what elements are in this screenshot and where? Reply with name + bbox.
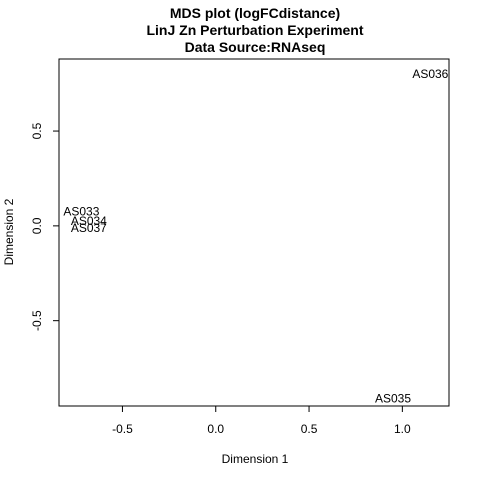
point-label: AS036	[412, 67, 448, 81]
x-tick-label: -0.5	[112, 422, 133, 436]
x-tick-label: 0.0	[207, 422, 224, 436]
y-axis-label: Dimension 2	[2, 198, 16, 265]
x-tick-label: 0.5	[301, 422, 318, 436]
y-axis: -0.5 0.0 0.5	[30, 122, 59, 331]
chart-title-line-1: MDS plot (logFCdistance)	[170, 5, 340, 21]
plot-frame	[58, 58, 450, 407]
x-axis: -0.5 0.0 0.5 1.0	[112, 406, 411, 436]
x-axis-label: Dimension 1	[222, 452, 289, 466]
y-tick-label: 0.5	[30, 122, 44, 139]
point-label: AS037	[71, 221, 107, 235]
point-label: AS035	[375, 391, 411, 405]
y-tick-label: 0.0	[30, 217, 44, 234]
x-tick-label: 1.0	[394, 422, 411, 436]
point-label: AS033	[63, 205, 99, 219]
chart-title-line-2: LinJ Zn Perturbation Experiment	[146, 22, 363, 38]
y-tick-label: -0.5	[30, 310, 44, 331]
point-label: AS034	[71, 214, 107, 228]
chart-title-line-3: Data Source:RNAseq	[185, 39, 326, 55]
